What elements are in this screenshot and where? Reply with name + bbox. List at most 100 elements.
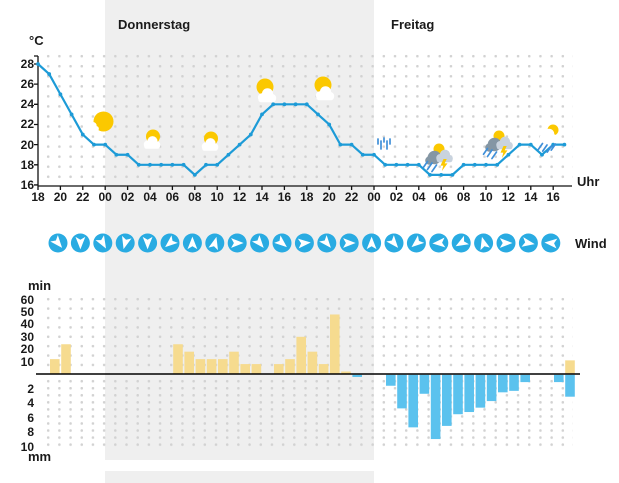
wind-arrow — [187, 236, 198, 250]
temperature-point — [495, 162, 500, 167]
hour-tick-label: 08 — [456, 189, 471, 204]
temperature-point — [192, 172, 197, 177]
sunshine-bar — [307, 351, 318, 374]
sunshine-bar — [184, 351, 194, 374]
temperature-point — [92, 142, 96, 147]
sunshine-bar — [565, 360, 575, 374]
temperature-point — [562, 142, 567, 147]
temperature-point — [148, 162, 152, 167]
wind-direction-icon — [272, 233, 292, 253]
weather-icon-sun-cloud — [201, 131, 219, 151]
wind-direction-icon — [451, 233, 471, 253]
wind-arrow — [432, 237, 446, 248]
temperature-point — [170, 162, 175, 167]
sunshine-bar — [285, 359, 295, 374]
hour-axis-label: Uhr — [577, 174, 600, 189]
wind-direction-icon — [541, 233, 561, 253]
wind-arrow — [499, 238, 513, 248]
rain-streak — [537, 142, 544, 151]
weather-icon-sun-cloud — [143, 129, 161, 149]
temperature-point — [248, 132, 253, 137]
sunshine-tick-label: 50 — [20, 305, 34, 319]
wind-arrow — [319, 235, 331, 248]
weather-icon-sun-rain — [537, 124, 559, 153]
temperature-point — [47, 72, 52, 76]
hour-tick-label: 00 — [98, 189, 112, 204]
hour-tick-label: 14 — [524, 189, 538, 204]
weather-icon-thunder — [422, 143, 453, 173]
cloud-base — [316, 95, 334, 101]
wind-arrow — [343, 238, 356, 248]
wind-direction-icon — [182, 233, 202, 253]
precip-tick-label: 6 — [27, 410, 34, 425]
precipitation-bar — [397, 374, 407, 409]
wind-direction-icon — [250, 233, 270, 253]
weather-icon-moon-cloud — [86, 111, 114, 132]
precip-tick-label: 4 — [27, 396, 34, 411]
temperature-point — [506, 152, 511, 157]
temperature-point — [439, 172, 444, 177]
hour-tick-label: 12 — [232, 189, 247, 204]
hour-tick-label: 04 — [143, 189, 157, 204]
cloud-base — [376, 131, 392, 136]
wind-direction-icon — [429, 233, 449, 253]
temp-tick-label: 16 — [20, 177, 34, 192]
temperature-point — [215, 162, 220, 167]
temp-tick-label: 22 — [20, 117, 34, 132]
wind-direction-icon — [317, 233, 337, 253]
temperature-point — [327, 122, 332, 127]
sunshine-bar — [61, 344, 71, 374]
precipitation-bar — [509, 374, 519, 391]
cloud-base — [258, 97, 276, 103]
moon-disc — [93, 111, 114, 132]
precipitation-bar — [352, 374, 362, 377]
temperature-point — [181, 162, 186, 167]
day-header-thursday: Donnerstag — [118, 17, 191, 32]
temperature-point — [80, 132, 85, 137]
temperature-point — [450, 172, 455, 177]
temperature-point — [316, 112, 320, 117]
thursday-band-footer — [105, 471, 374, 483]
sunshine-bar — [50, 359, 60, 374]
wind-direction-icon — [474, 233, 494, 253]
wind-direction-icon — [384, 233, 404, 253]
wind-direction-icon — [362, 233, 382, 253]
wind-direction-icon — [406, 233, 426, 253]
hour-tick-label: 22 — [344, 189, 359, 204]
rain-streak — [486, 149, 493, 158]
wind-row-label: Wind — [575, 236, 607, 251]
temperature-point — [517, 142, 522, 147]
sunshine-bar — [240, 364, 250, 374]
temperature-point — [383, 162, 388, 167]
rain-streak — [550, 143, 557, 151]
hour-tick-label: 20 — [53, 189, 68, 204]
precipitation-bar — [386, 374, 396, 386]
rain-streak — [422, 160, 429, 169]
sunshine-bar — [251, 364, 262, 374]
hour-tick-label: 10 — [210, 189, 224, 204]
wind-direction-icon — [48, 233, 68, 253]
precipitation-bar — [498, 374, 508, 393]
weather-icon-sun-cloud-big — [256, 78, 277, 103]
temperature-axes — [34, 55, 572, 190]
temperature-point — [484, 162, 488, 167]
wind-arrow — [50, 235, 63, 248]
sunshine-tick-label: 40 — [20, 317, 34, 332]
hour-tick-label: 20 — [322, 189, 336, 204]
wind-arrow — [165, 235, 178, 248]
wind-direction-icon — [205, 233, 225, 253]
temperature-point — [136, 162, 141, 167]
sunshine-bar — [274, 364, 284, 374]
sunshine-bar — [195, 359, 206, 374]
temperature-point — [293, 102, 298, 107]
hour-tick-label: 06 — [165, 189, 180, 204]
hour-tick-label: 22 — [76, 189, 90, 204]
wind-direction-icon — [160, 233, 180, 253]
wind-direction-icon — [496, 233, 516, 253]
temperature-point — [349, 142, 354, 147]
temperature-point — [405, 162, 410, 167]
temperature-point — [260, 112, 264, 117]
wind-arrow — [297, 238, 311, 249]
